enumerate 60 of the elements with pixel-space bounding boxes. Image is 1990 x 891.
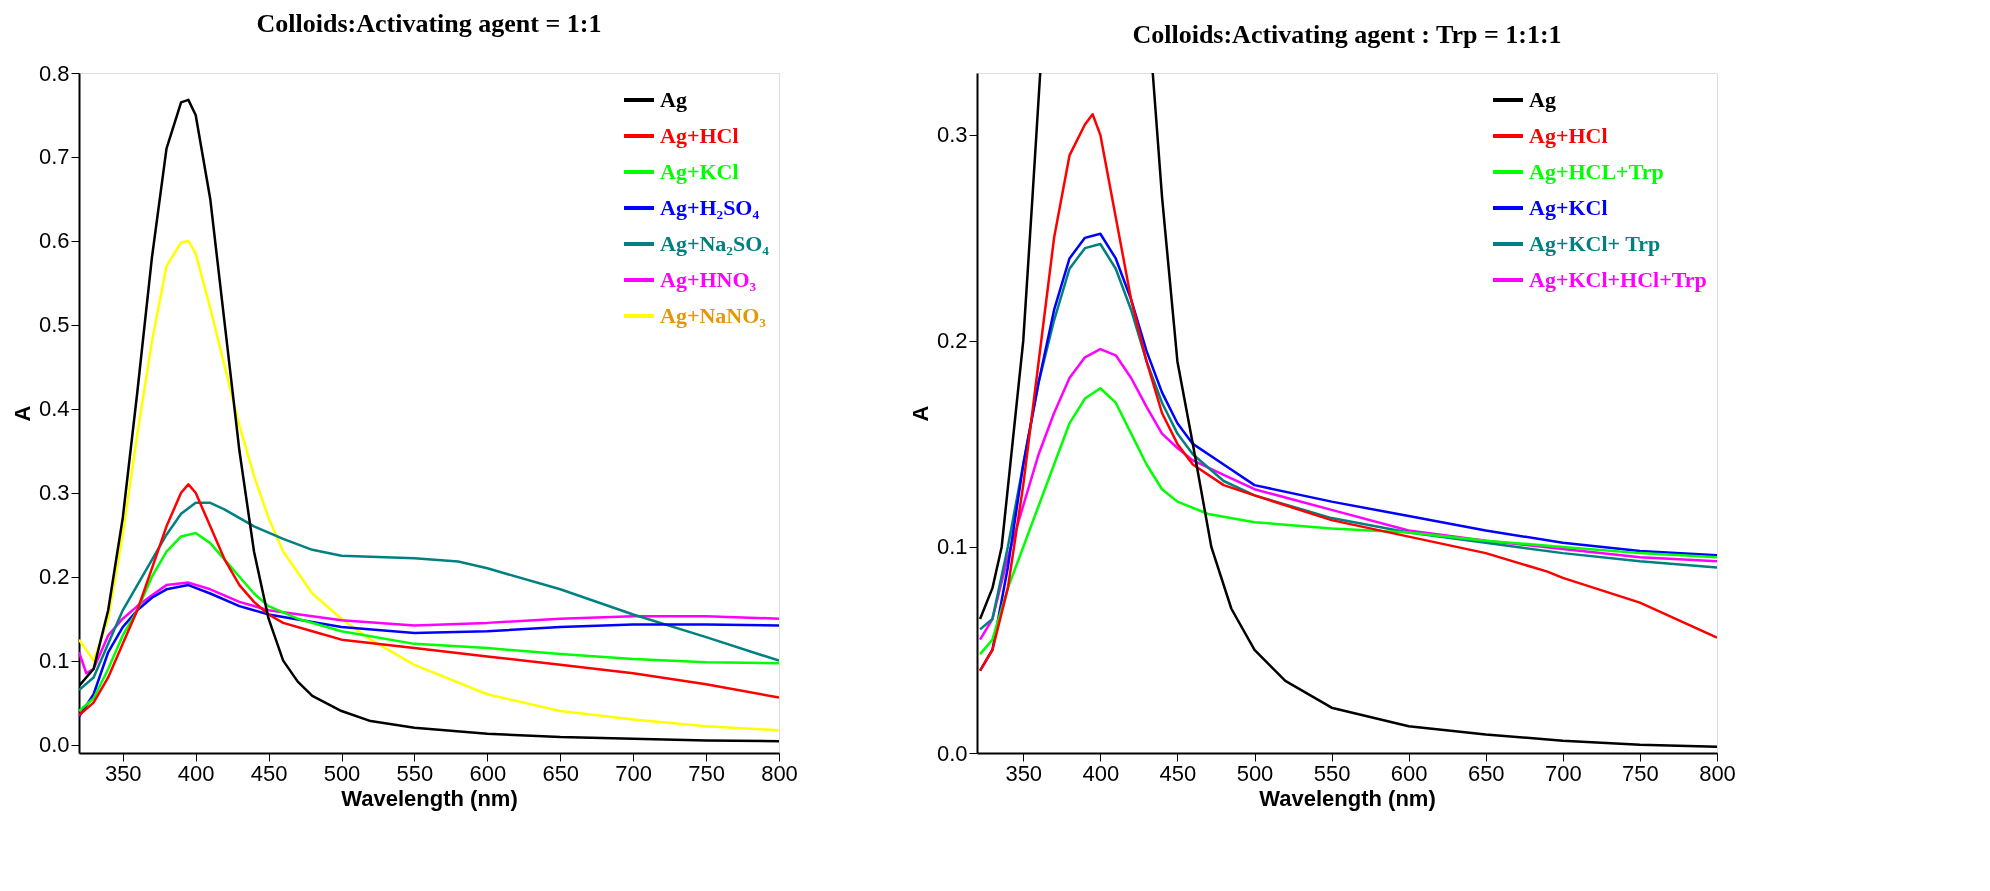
x-axis-title: Wavelength (nm) [341, 785, 518, 811]
x-tick-label: 550 [1313, 760, 1351, 786]
line-series [79, 239, 779, 732]
x-tick-label: 350 [104, 760, 142, 786]
line-series [79, 581, 779, 675]
x-tick-label: 350 [1005, 760, 1043, 786]
x-tick-label: 800 [761, 760, 798, 786]
legend-label: Ag [1529, 87, 1556, 112]
y-tick-label: 0.0 [38, 732, 70, 758]
x-tick-label: 500 [323, 760, 361, 786]
legend-label: Ag+NaNO₃ [660, 303, 767, 328]
line-series [79, 583, 779, 719]
y-tick-label: 0.3 [38, 480, 70, 506]
legend-label: Ag+HCl [1529, 123, 1608, 148]
x-tick-label: 700 [1544, 760, 1582, 786]
x-tick-label: 800 [1699, 760, 1736, 786]
y-tick-label: 0.2 [936, 328, 968, 354]
legend-label: Ag+KCl [660, 159, 739, 184]
x-tick-label: 600 [469, 760, 507, 786]
x-tick-label: 600 [1390, 760, 1428, 786]
y-tick-label: 0.6 [38, 228, 70, 254]
x-tick-label: 450 [1159, 760, 1197, 786]
line-series [978, 112, 1717, 672]
line-series [978, 387, 1717, 656]
chart-title: Colloids:Activating agent = 1:1 [256, 9, 602, 38]
legend-label: Ag+KCl [1529, 195, 1608, 220]
y-tick-label: 0.2 [38, 564, 70, 590]
legend-label: Ag+HNO₃ [660, 267, 757, 292]
legend-label: Ag [660, 87, 687, 112]
y-tick-label: 0.5 [38, 312, 70, 338]
y-axis-title: A [9, 405, 35, 422]
chart-title: Colloids:Activating agent : Trp = 1:1:1 [1132, 20, 1562, 49]
x-tick-label: 750 [1622, 760, 1659, 786]
line-series [79, 501, 779, 692]
x-tick-label: 500 [1236, 760, 1274, 786]
x-tick-label: 750 [688, 760, 725, 786]
line-series [79, 483, 779, 717]
x-tick-label: 400 [177, 760, 215, 786]
x-tick-label: 650 [542, 760, 580, 786]
y-tick-label: 0.3 [936, 122, 968, 148]
y-axis-title: A [907, 405, 933, 422]
x-tick-label: 700 [615, 760, 653, 786]
y-tick-label: 0.8 [38, 60, 70, 86]
x-tick-label: 650 [1467, 760, 1505, 786]
y-tick-label: 0.4 [38, 396, 70, 422]
x-tick-label: 450 [250, 760, 288, 786]
y-tick-label: 0.1 [936, 534, 968, 560]
legend-label: Ag+KCl+HCl+Trp [1529, 267, 1707, 292]
legend-label: Ag+HCl [660, 123, 739, 148]
legend-label: Ag+HCL+Trp [1529, 159, 1664, 184]
x-tick-label: 550 [396, 760, 434, 786]
legend-label: Ag+H₂SO₄ [660, 195, 760, 220]
y-tick-label: 0.7 [38, 144, 70, 170]
x-tick-label: 400 [1082, 760, 1120, 786]
line-series [79, 531, 779, 713]
legend-label: Ag+KCl+ Trp [1529, 231, 1661, 256]
y-tick-label: 0.0 [936, 740, 968, 766]
legend-label: Ag+Na₂SO₄ [660, 231, 770, 256]
x-axis-title: Wavelength (nm) [1259, 785, 1436, 811]
y-tick-label: 0.1 [38, 648, 70, 674]
